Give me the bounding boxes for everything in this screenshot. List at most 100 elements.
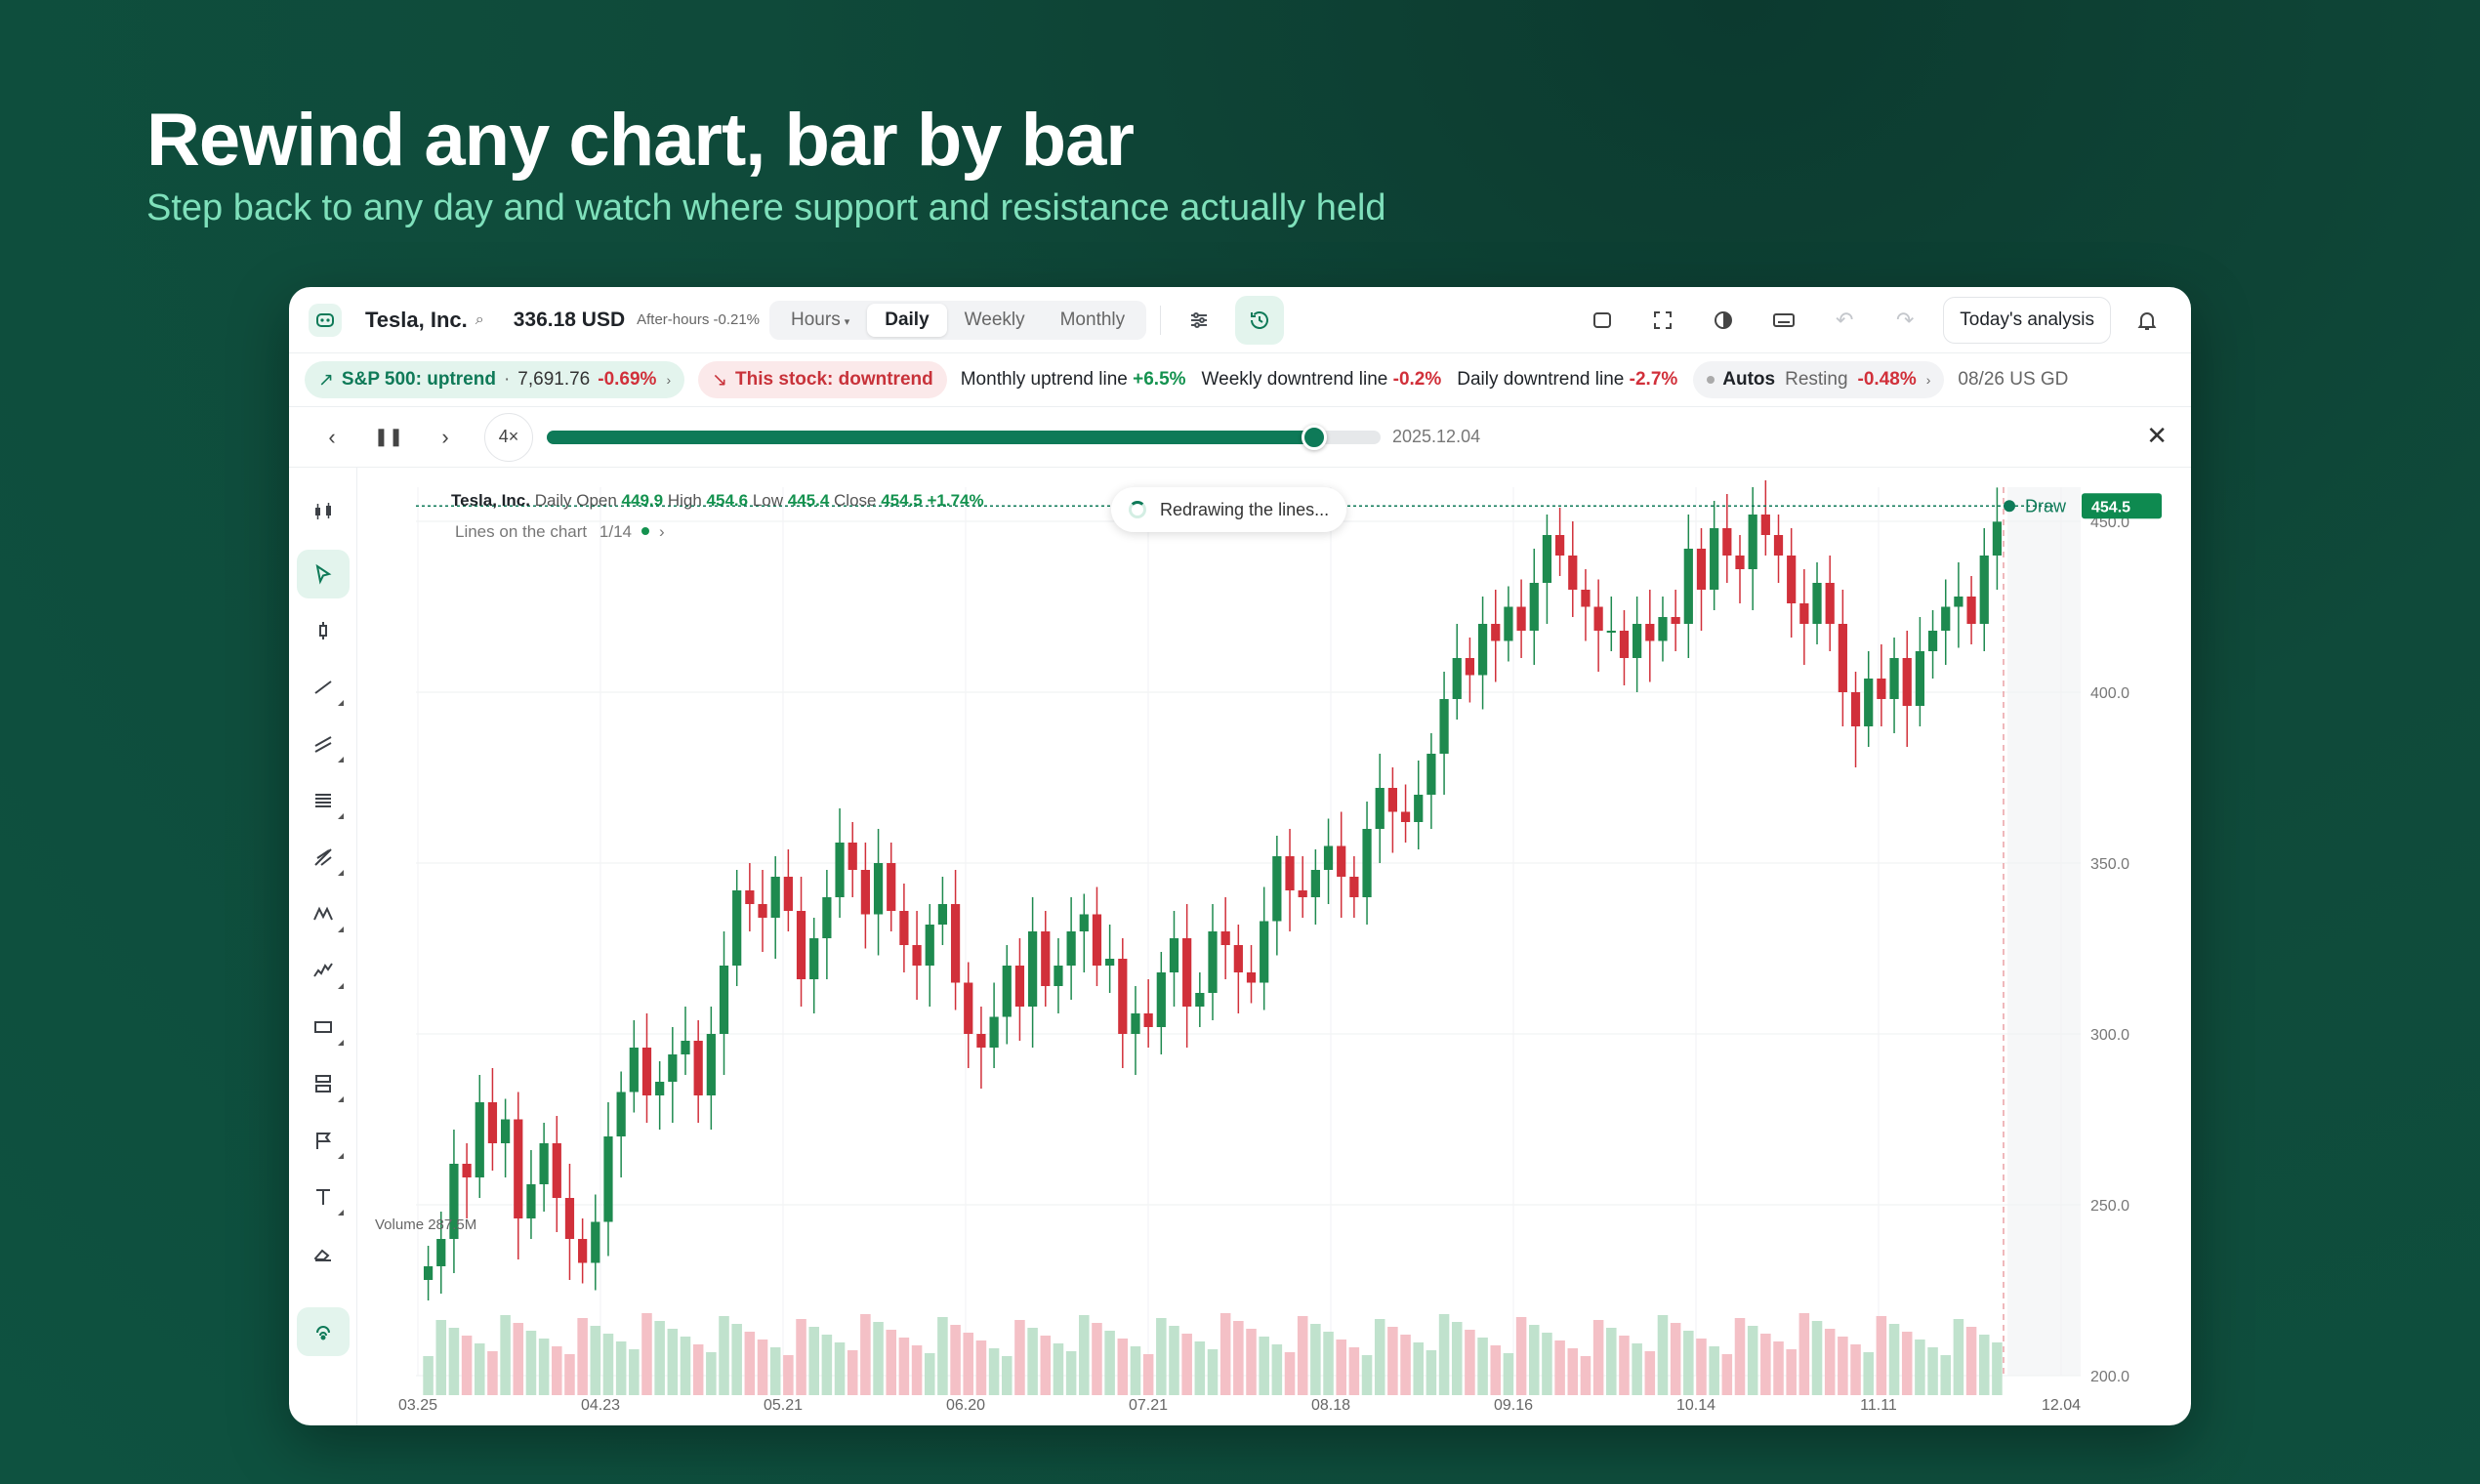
close-icon[interactable]: ✕ — [2146, 421, 2168, 450]
candle-body — [1787, 556, 1797, 603]
volume-bar — [911, 1345, 923, 1395]
candles-icon[interactable] — [297, 487, 350, 536]
eraser-icon[interactable] — [297, 1229, 350, 1278]
candle-body — [1400, 811, 1411, 822]
replay-date: 2025.12.04 — [1392, 427, 1481, 446]
candle-body — [835, 843, 845, 897]
candle-body — [1864, 679, 1874, 726]
status-dot — [641, 527, 649, 535]
candle-body — [1568, 556, 1578, 590]
parallel-channel-icon[interactable] — [297, 720, 350, 768]
daily-trend[interactable]: Daily downtrend line -2.7% — [1457, 369, 1678, 390]
price-chart[interactable]: 450.0 400.0 350.0 300.0 250.0 200.0 03.25 04.23… — [357, 468, 2191, 1425]
candle-tool-icon[interactable] — [297, 606, 350, 655]
candle-body — [745, 890, 755, 904]
volume-bar — [1760, 1334, 1771, 1395]
candle-body — [514, 1119, 523, 1218]
bell-icon[interactable] — [2123, 296, 2171, 345]
tab-daily[interactable]: Daily — [867, 303, 947, 337]
speed-button[interactable]: 4× — [484, 412, 533, 462]
wave-icon[interactable] — [297, 946, 350, 995]
candle-body — [1915, 651, 1924, 706]
flag-icon[interactable] — [297, 1116, 350, 1165]
pause-icon[interactable]: ❚❚ — [373, 427, 404, 446]
volume-bar — [1876, 1316, 1887, 1395]
layout-icon[interactable] — [1578, 296, 1627, 345]
legend-low: 445.4 — [787, 491, 830, 510]
cursor-icon[interactable] — [297, 550, 350, 598]
candle-body — [1195, 993, 1205, 1007]
volume-bar — [1901, 1332, 1913, 1395]
candle-body — [976, 1034, 986, 1048]
candle-body — [655, 1082, 665, 1095]
text-icon[interactable] — [297, 1173, 350, 1221]
volume-bar — [1374, 1319, 1385, 1395]
volume-bar — [667, 1329, 679, 1395]
step-back-icon[interactable]: ‹ — [328, 424, 336, 449]
app-logo-icon[interactable] — [309, 303, 342, 337]
replay-progress-track[interactable] — [547, 424, 1381, 450]
candle-body — [681, 1041, 690, 1054]
pattern-icon[interactable] — [297, 889, 350, 938]
candle-body — [1465, 658, 1475, 676]
keyboard-icon[interactable] — [1759, 296, 1808, 345]
sector-pill[interactable]: Autos Resting -0.48% › — [1693, 361, 1945, 398]
candle-body — [937, 904, 948, 925]
x-tick-label: 07.21 — [1129, 1397, 1168, 1414]
step-forward-icon[interactable]: › — [441, 424, 449, 449]
history-icon[interactable] — [1235, 295, 1285, 345]
draw-label: Draw — [2025, 496, 2067, 515]
candle-body — [1671, 617, 1680, 624]
candle-body — [706, 1034, 716, 1095]
redo-icon[interactable]: ↷ — [1896, 308, 1915, 332]
volume-bar — [1824, 1329, 1836, 1395]
tab-monthly[interactable]: Monthly — [1059, 309, 1126, 330]
sp500-pill[interactable]: ↗ S&P 500: uptrend · 7,691.76 -0.69% › — [305, 361, 685, 398]
trend-line-icon[interactable] — [297, 663, 350, 712]
price-range-icon[interactable] — [297, 1059, 350, 1108]
search-icon[interactable]: ⌕ — [475, 310, 484, 328]
candle-body — [1182, 938, 1192, 1007]
rectangle-icon[interactable] — [297, 1003, 350, 1051]
x-tick-label: 11.11 — [1860, 1397, 1897, 1414]
replay-handle[interactable] — [1301, 424, 1327, 450]
candle-body — [1260, 921, 1269, 983]
candle-body — [1208, 931, 1218, 993]
chevron-right-icon: › — [666, 372, 672, 388]
volume-bar — [706, 1352, 717, 1395]
candle-body — [1362, 829, 1372, 897]
candle-body — [1992, 521, 2003, 556]
company-name[interactable]: Tesla, Inc. — [365, 307, 468, 332]
ohlc-legend: Tesla, Inc. Daily Open 449.9 High 454.6 … — [451, 491, 984, 510]
tab-hours[interactable]: Hours ▾ — [791, 309, 850, 330]
lines-legend[interactable]: Lines on the chart 1/14 › — [455, 522, 665, 542]
volume-bar — [719, 1316, 729, 1395]
contrast-icon[interactable] — [1699, 296, 1748, 345]
volume-bar — [1554, 1340, 1565, 1395]
candle-body — [1748, 515, 1757, 569]
fullscreen-icon[interactable] — [1638, 296, 1687, 345]
monthly-trend[interactable]: Monthly uptrend line +6.5% — [960, 369, 1186, 390]
magnet-icon[interactable] — [297, 1307, 350, 1356]
weekly-trend[interactable]: Weekly downtrend line -0.2% — [1201, 369, 1442, 390]
undo-icon[interactable]: ↶ — [1836, 308, 1854, 332]
tab-weekly[interactable]: Weekly — [964, 309, 1025, 330]
sector-label: Autos — [1722, 369, 1776, 390]
volume-bar — [629, 1349, 640, 1395]
sliders-icon[interactable] — [1175, 296, 1223, 345]
stock-trend-pill[interactable]: ↘ This stock: downtrend — [698, 361, 947, 398]
sp500-value: 7,691.76 — [517, 369, 591, 390]
y-tick-label: 350.0 — [2090, 856, 2129, 873]
todays-analysis-button[interactable]: Today's analysis — [1943, 297, 2111, 344]
volume-bar — [1644, 1351, 1656, 1395]
pitchfork-icon[interactable] — [297, 833, 350, 882]
horizontal-lines-icon[interactable] — [297, 776, 350, 825]
candle-body — [1054, 966, 1063, 986]
divider — [1160, 305, 1162, 335]
candle-body — [1927, 631, 1938, 651]
volume-bar — [1542, 1333, 1552, 1395]
candle-body — [1285, 856, 1295, 890]
volume-bar — [1606, 1328, 1617, 1395]
volume-bar — [924, 1353, 935, 1395]
